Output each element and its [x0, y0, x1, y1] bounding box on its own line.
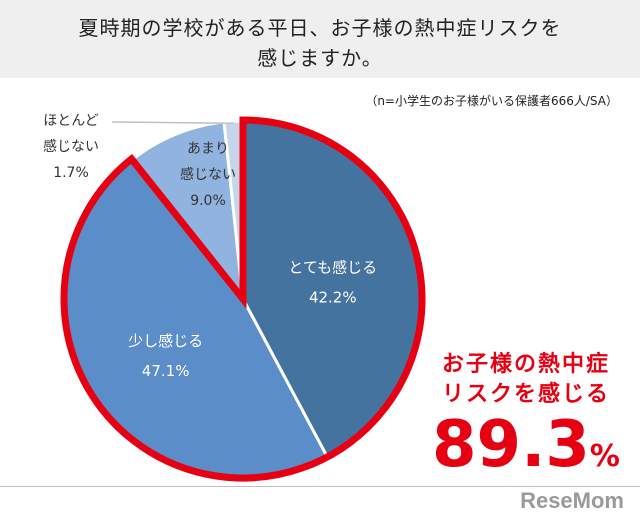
- label-hardly-feel: ほとんど 感じない 1.7%: [36, 108, 106, 186]
- label-not-much-value: 9.0%: [190, 193, 226, 209]
- label-not-much-line-2: 感じない: [180, 167, 236, 183]
- callout-total-unit: %: [589, 439, 620, 474]
- bottom-rule: [0, 486, 640, 487]
- label-not-much: あまり 感じない 9.0%: [168, 136, 248, 214]
- callout-line-1: お子様の熱中症: [441, 352, 610, 377]
- title-band: 夏時期の学校がある平日、お子様の熱中症リスクを 感じますか。: [0, 0, 640, 78]
- chart-title-line-2: 感じますか。: [257, 46, 383, 70]
- resemom-logo: ReseMom: [520, 488, 624, 513]
- slice-labels-layer: とても感じる 42.2% 少し感じる 47.1%: [128, 259, 377, 380]
- callout: お子様の熱中症 リスクを感じる 89.3%: [428, 350, 624, 492]
- label-hardly-feel-line-1: ほとんど: [43, 113, 99, 129]
- slice-label-2: 少し感じる: [128, 332, 203, 350]
- label-hardly-feel-value: 1.7%: [53, 165, 89, 181]
- label-not-much-line-1: あまり: [187, 141, 229, 157]
- slice-value-1: 42.2%: [309, 289, 357, 307]
- slice-value-2: 47.1%: [142, 362, 190, 380]
- chart-title-line-1: 夏時期の学校がある平日、お子様の熱中症リスクを: [78, 16, 562, 40]
- highlight-outline: [60, 116, 426, 482]
- label-hardly-feel-line-2: 感じない: [43, 139, 99, 155]
- callout-line-2: リスクを感じる: [441, 382, 610, 407]
- highlight-layer: [60, 116, 426, 482]
- leader-line: [111, 121, 234, 125]
- slice-label-1: とても感じる: [288, 259, 377, 277]
- sample-note: （n=小学生のお子様がいる保護者666人/SA）: [365, 94, 618, 108]
- callout-total-value: 89.3: [432, 408, 590, 482]
- callout-total: 89.3%: [428, 410, 624, 492]
